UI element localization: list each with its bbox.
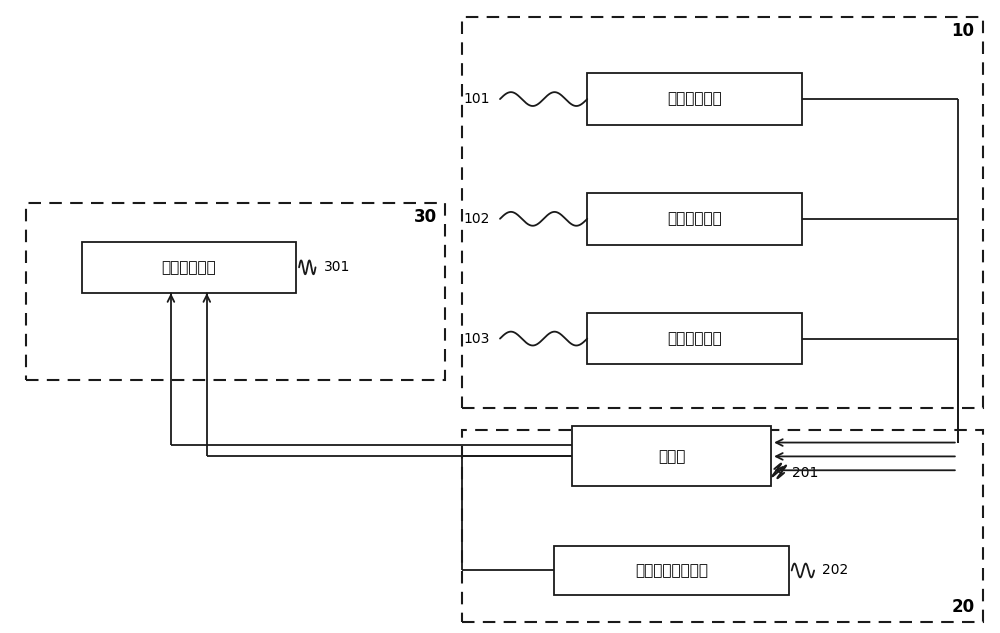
- Text: 102: 102: [464, 212, 490, 226]
- Text: 浊度检测装置: 浊度检测装置: [667, 211, 722, 227]
- Bar: [26, 203, 445, 380]
- Text: 101: 101: [464, 92, 490, 106]
- Bar: [572, 427, 771, 486]
- Text: 温度检测装置: 温度检测装置: [667, 331, 722, 346]
- Text: 30: 30: [414, 208, 437, 226]
- Text: 301: 301: [323, 260, 350, 274]
- Text: 控制器: 控制器: [658, 449, 685, 464]
- Text: 10: 10: [952, 22, 975, 40]
- Bar: [462, 430, 983, 622]
- Bar: [462, 17, 983, 408]
- Text: 201: 201: [792, 466, 819, 480]
- Text: 温度实时检测装置: 温度实时检测装置: [635, 563, 708, 578]
- Text: 温度调节装置: 温度调节装置: [161, 260, 216, 275]
- Text: 103: 103: [464, 332, 490, 346]
- Bar: [587, 313, 802, 365]
- Bar: [554, 546, 789, 595]
- Bar: [587, 73, 802, 125]
- Text: 20: 20: [952, 598, 975, 616]
- Text: 水位检测装置: 水位检测装置: [667, 92, 722, 106]
- Text: 202: 202: [822, 563, 848, 577]
- Bar: [82, 242, 296, 293]
- Bar: [587, 193, 802, 245]
